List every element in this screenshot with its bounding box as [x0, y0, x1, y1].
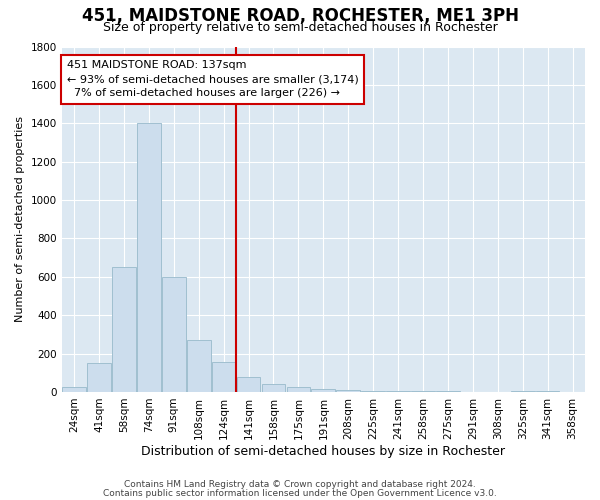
Bar: [361, 391, 385, 392]
Bar: [237, 376, 260, 392]
Bar: [62, 387, 86, 392]
Bar: [311, 389, 335, 392]
Bar: [87, 363, 111, 392]
Text: Contains public sector information licensed under the Open Government Licence v3: Contains public sector information licen…: [103, 488, 497, 498]
Text: 451 MAIDSTONE ROAD: 137sqm
← 93% of semi-detached houses are smaller (3,174)
  7: 451 MAIDSTONE ROAD: 137sqm ← 93% of semi…: [67, 60, 359, 98]
Bar: [112, 267, 136, 392]
Bar: [411, 391, 435, 392]
X-axis label: Distribution of semi-detached houses by size in Rochester: Distribution of semi-detached houses by …: [142, 444, 505, 458]
Bar: [187, 340, 211, 392]
Bar: [212, 362, 235, 392]
Bar: [386, 391, 410, 392]
Text: Contains HM Land Registry data © Crown copyright and database right 2024.: Contains HM Land Registry data © Crown c…: [124, 480, 476, 489]
Bar: [436, 391, 460, 392]
Bar: [162, 277, 185, 392]
Bar: [287, 387, 310, 392]
Text: 451, MAIDSTONE ROAD, ROCHESTER, ME1 3PH: 451, MAIDSTONE ROAD, ROCHESTER, ME1 3PH: [82, 8, 518, 26]
Bar: [511, 391, 535, 392]
Bar: [137, 124, 161, 392]
Bar: [536, 391, 559, 392]
Text: Size of property relative to semi-detached houses in Rochester: Size of property relative to semi-detach…: [103, 21, 497, 34]
Bar: [337, 390, 360, 392]
Y-axis label: Number of semi-detached properties: Number of semi-detached properties: [15, 116, 25, 322]
Bar: [262, 384, 286, 392]
